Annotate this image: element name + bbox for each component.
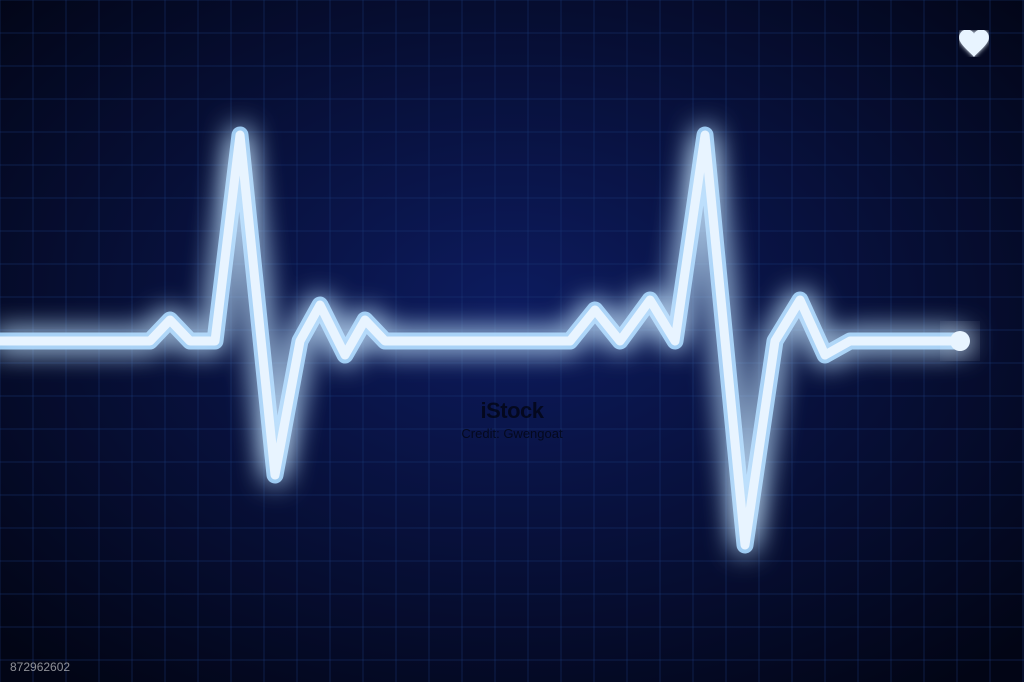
ecg-monitor: iStock Credit: Gwengoat 872962602 (0, 0, 1024, 682)
ecg-trace (0, 0, 1024, 682)
image-id: 872962602 (10, 660, 70, 674)
heart-icon (959, 30, 989, 62)
